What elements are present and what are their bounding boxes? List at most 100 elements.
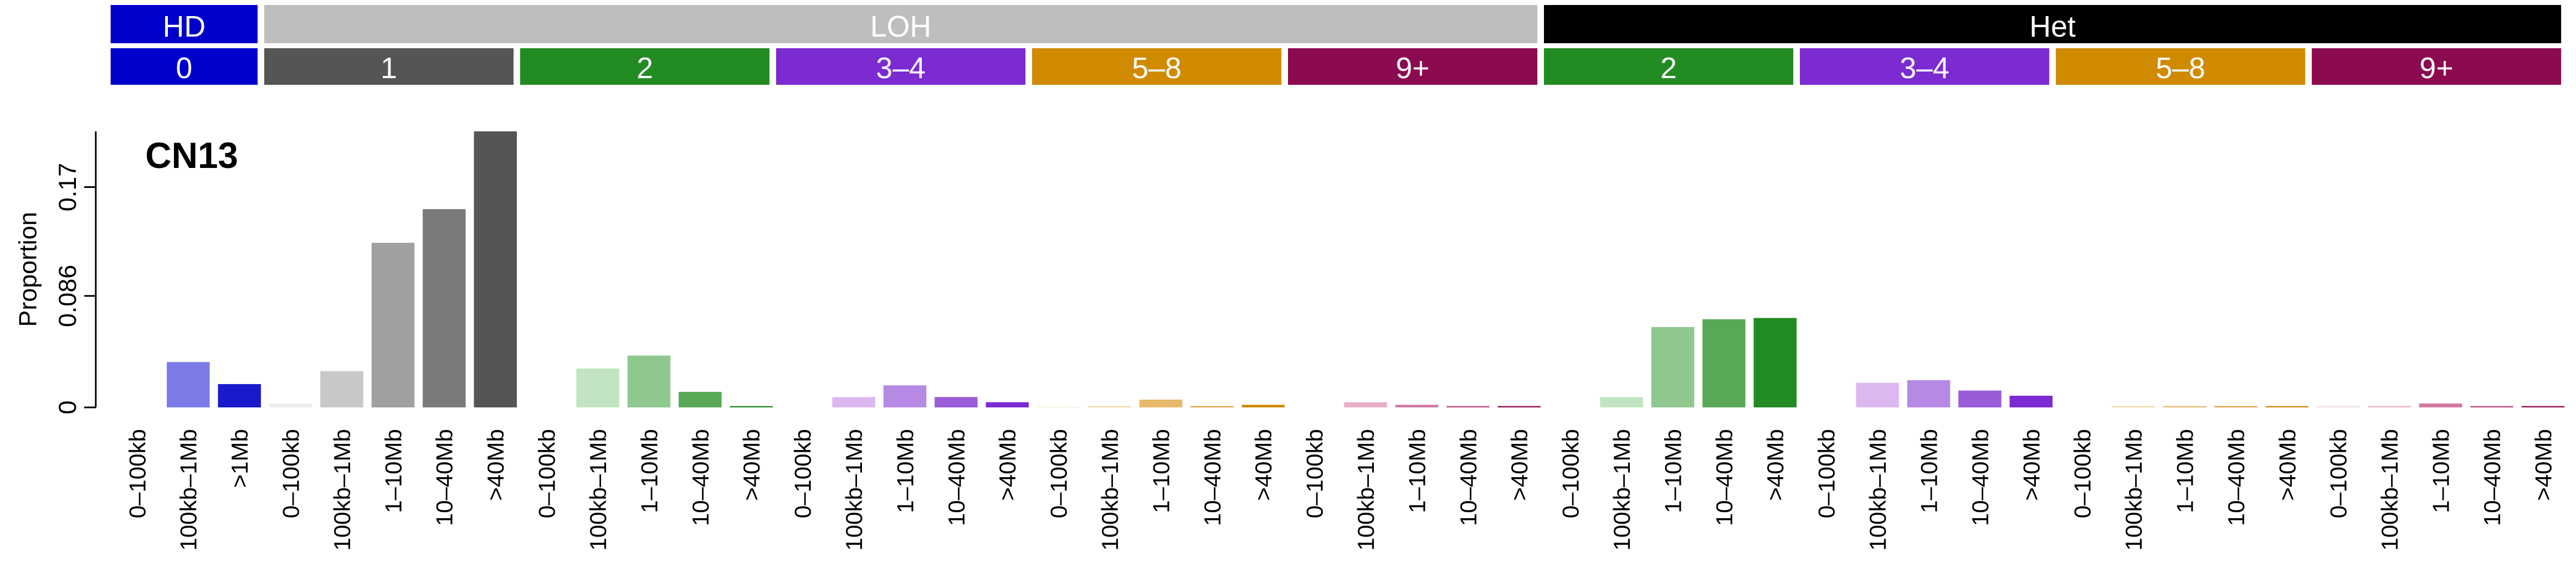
bar (2214, 406, 2257, 407)
x-tick-label: 0–100kb (2326, 429, 2352, 518)
bar (2368, 406, 2411, 407)
chart-title: CN13 (145, 135, 238, 176)
x-tick-label: 100kb–1Mb (1609, 429, 1635, 550)
x-tick-label: >40Mb (1762, 429, 1788, 501)
group-label: Het (2029, 10, 2076, 43)
bar (269, 403, 312, 407)
bar (935, 397, 978, 407)
x-tick-label: >40Mb (2274, 429, 2300, 501)
x-tick-label: 1–10Mb (1148, 429, 1174, 513)
group-header (110, 5, 258, 43)
x-tick-label: 1–10Mb (380, 429, 406, 513)
bar (1497, 406, 1541, 407)
section-header (1800, 48, 2050, 85)
section-header (1288, 48, 1538, 85)
x-tick-label: 0–100kb (1302, 429, 1328, 518)
bar (2470, 406, 2513, 407)
bar (2009, 395, 2053, 407)
x-tick-label: >40Mb (1506, 429, 1532, 501)
x-tick-label: 100kb–1Mb (329, 429, 355, 550)
bar (2419, 403, 2462, 407)
x-tick-label: 100kb–1Mb (2377, 429, 2403, 550)
x-tick-label: 100kb–1Mb (841, 429, 867, 550)
section-header (1032, 48, 1282, 85)
x-tick-label: 10–40Mb (2479, 429, 2505, 526)
bar (1907, 380, 1951, 407)
x-tick-label: 100kb–1Mb (1353, 429, 1379, 550)
bar (2521, 406, 2565, 407)
group-label: HD (163, 10, 206, 43)
group-label: LOH (870, 10, 931, 43)
bar (1190, 406, 1234, 407)
bar (474, 131, 517, 407)
x-tick-label: 1–10Mb (2428, 429, 2454, 513)
x-tick-label: 100kb–1Mb (2121, 429, 2147, 550)
bar (2112, 406, 2155, 407)
section-header (776, 48, 1026, 85)
x-tick-label: 1–10Mb (1660, 429, 1686, 513)
bar (1958, 390, 2002, 407)
x-tick-label: 10–40Mb (1967, 429, 1993, 526)
section-header (1544, 48, 1794, 85)
section-label: 2 (1660, 52, 1677, 85)
x-tick-label: 0–100kb (124, 429, 150, 518)
x-tick-label: 1–10Mb (1404, 429, 1430, 513)
section-header (110, 48, 258, 85)
y-tick-label: 0.17 (53, 163, 81, 212)
x-tick-label: 0–100kb (1046, 429, 1072, 518)
bar (1651, 327, 1695, 407)
x-tick-label: >40Mb (738, 429, 764, 501)
x-tick-label: 0–100kb (1558, 429, 1584, 518)
bar (218, 384, 261, 407)
bar (679, 391, 722, 407)
bar (2317, 406, 2360, 407)
bar (167, 362, 210, 407)
x-tick-label: 100kb–1Mb (585, 429, 611, 550)
bar (1600, 397, 1643, 407)
x-tick-label: 0–100kb (1814, 429, 1840, 518)
section-label: 5–8 (2156, 52, 2205, 85)
bar (1395, 405, 1439, 407)
bar (576, 368, 619, 407)
y-axis-label: Proportion (14, 212, 42, 327)
x-tick-label: 10–40Mb (1711, 429, 1737, 526)
section-label: 2 (637, 52, 653, 85)
x-tick-label: 0–100kb (278, 429, 304, 518)
bar (2163, 406, 2206, 407)
x-tick-label: 0–100kb (2070, 429, 2096, 518)
bar (883, 385, 927, 407)
section-label: 3–4 (876, 52, 926, 85)
bar (2265, 406, 2309, 407)
x-tick-label: 10–40Mb (2223, 429, 2249, 526)
x-tick-label: 100kb–1Mb (1865, 429, 1891, 550)
group-header (1544, 5, 2562, 43)
bar (1753, 318, 1797, 407)
y-tick-label: 0 (53, 400, 81, 414)
bar (1241, 405, 1285, 407)
section-label: 5–8 (1132, 52, 1182, 85)
bar (627, 355, 671, 407)
bar (1088, 406, 1131, 407)
x-tick-label: >40Mb (1250, 429, 1276, 501)
x-tick-label: 1–10Mb (2172, 429, 2198, 513)
x-tick-label: >1Mb (227, 429, 253, 488)
bar (1856, 382, 1899, 407)
section-header (520, 48, 770, 85)
group-header (264, 5, 1538, 43)
x-tick-label: 1–10Mb (636, 429, 662, 513)
x-tick-label: 100kb–1Mb (176, 429, 202, 550)
section-header (264, 48, 514, 85)
section-label: 3–4 (1900, 52, 1949, 85)
y-tick-label: 0.086 (53, 265, 81, 328)
bar (832, 397, 875, 407)
bar (1446, 406, 1490, 407)
x-tick-label: 10–40Mb (1199, 429, 1225, 526)
section-label: 9+ (1395, 52, 1429, 85)
x-tick-label: 0–100kb (790, 429, 816, 518)
bar (320, 371, 363, 407)
bar (1702, 319, 1746, 407)
bar (730, 406, 773, 407)
bar (1344, 402, 1387, 407)
section-label: 0 (176, 52, 192, 85)
